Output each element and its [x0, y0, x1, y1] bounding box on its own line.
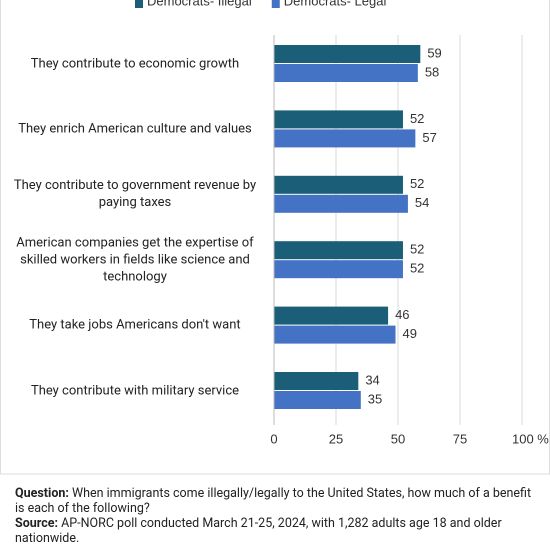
bar	[274, 45, 421, 63]
footer: Question: When immigrants come illegally…	[15, 486, 540, 546]
legend-label: Democrats- Legal	[284, 0, 387, 8]
data-label: 34	[365, 372, 379, 387]
data-label: 49	[403, 326, 417, 341]
category-label: They contribute to economic growth	[30, 56, 240, 71]
legend-label: Democrats- Illegal	[147, 0, 252, 8]
bar	[274, 306, 389, 325]
data-label: 52	[410, 261, 424, 276]
x-tick-label: 100 %	[512, 431, 549, 446]
data-label: 58	[425, 64, 439, 79]
bar	[274, 175, 403, 194]
bar	[274, 194, 408, 213]
bar	[274, 129, 416, 148]
bar	[274, 391, 361, 409]
x-tick-label: 25	[329, 431, 343, 446]
x-tick-label: 75	[453, 431, 467, 446]
legend-swatch	[135, 0, 143, 8]
bar	[274, 241, 403, 260]
data-label: 52	[410, 176, 424, 191]
question-label: Question:	[15, 486, 69, 501]
question-text: When immigrants come illegally/legally t…	[15, 486, 532, 516]
data-label: 54	[415, 195, 429, 210]
bar	[274, 325, 396, 344]
category-label: They contribute to government revenue by…	[13, 178, 257, 211]
source-text: AP-NORC poll conducted March 21-25, 2024…	[15, 516, 502, 546]
x-tick-label: 0	[270, 431, 277, 446]
bar	[274, 260, 403, 279]
category-label: They take jobs Americans don't want	[29, 317, 241, 333]
data-label: 59	[427, 45, 441, 60]
bar	[274, 110, 403, 129]
chart: 0 25 50 75 100 % Democrats- Illegal Democrats-…	[0, 0, 550, 475]
data-label: 57	[422, 130, 436, 145]
data-label: 46	[395, 307, 409, 322]
data-label: 52	[410, 111, 424, 126]
data-label: 35	[368, 391, 382, 406]
bar	[274, 372, 359, 390]
bar	[274, 64, 418, 82]
category-label: They enrich American culture and values	[18, 121, 252, 137]
x-tick-label: 50	[391, 431, 405, 446]
category-label: American companies get the expertise of …	[16, 235, 254, 285]
data-label: 52	[410, 242, 424, 257]
category-label: They contribute with military service	[30, 383, 240, 398]
legend-swatch	[271, 0, 280, 8]
source-label: Source:	[15, 516, 58, 531]
